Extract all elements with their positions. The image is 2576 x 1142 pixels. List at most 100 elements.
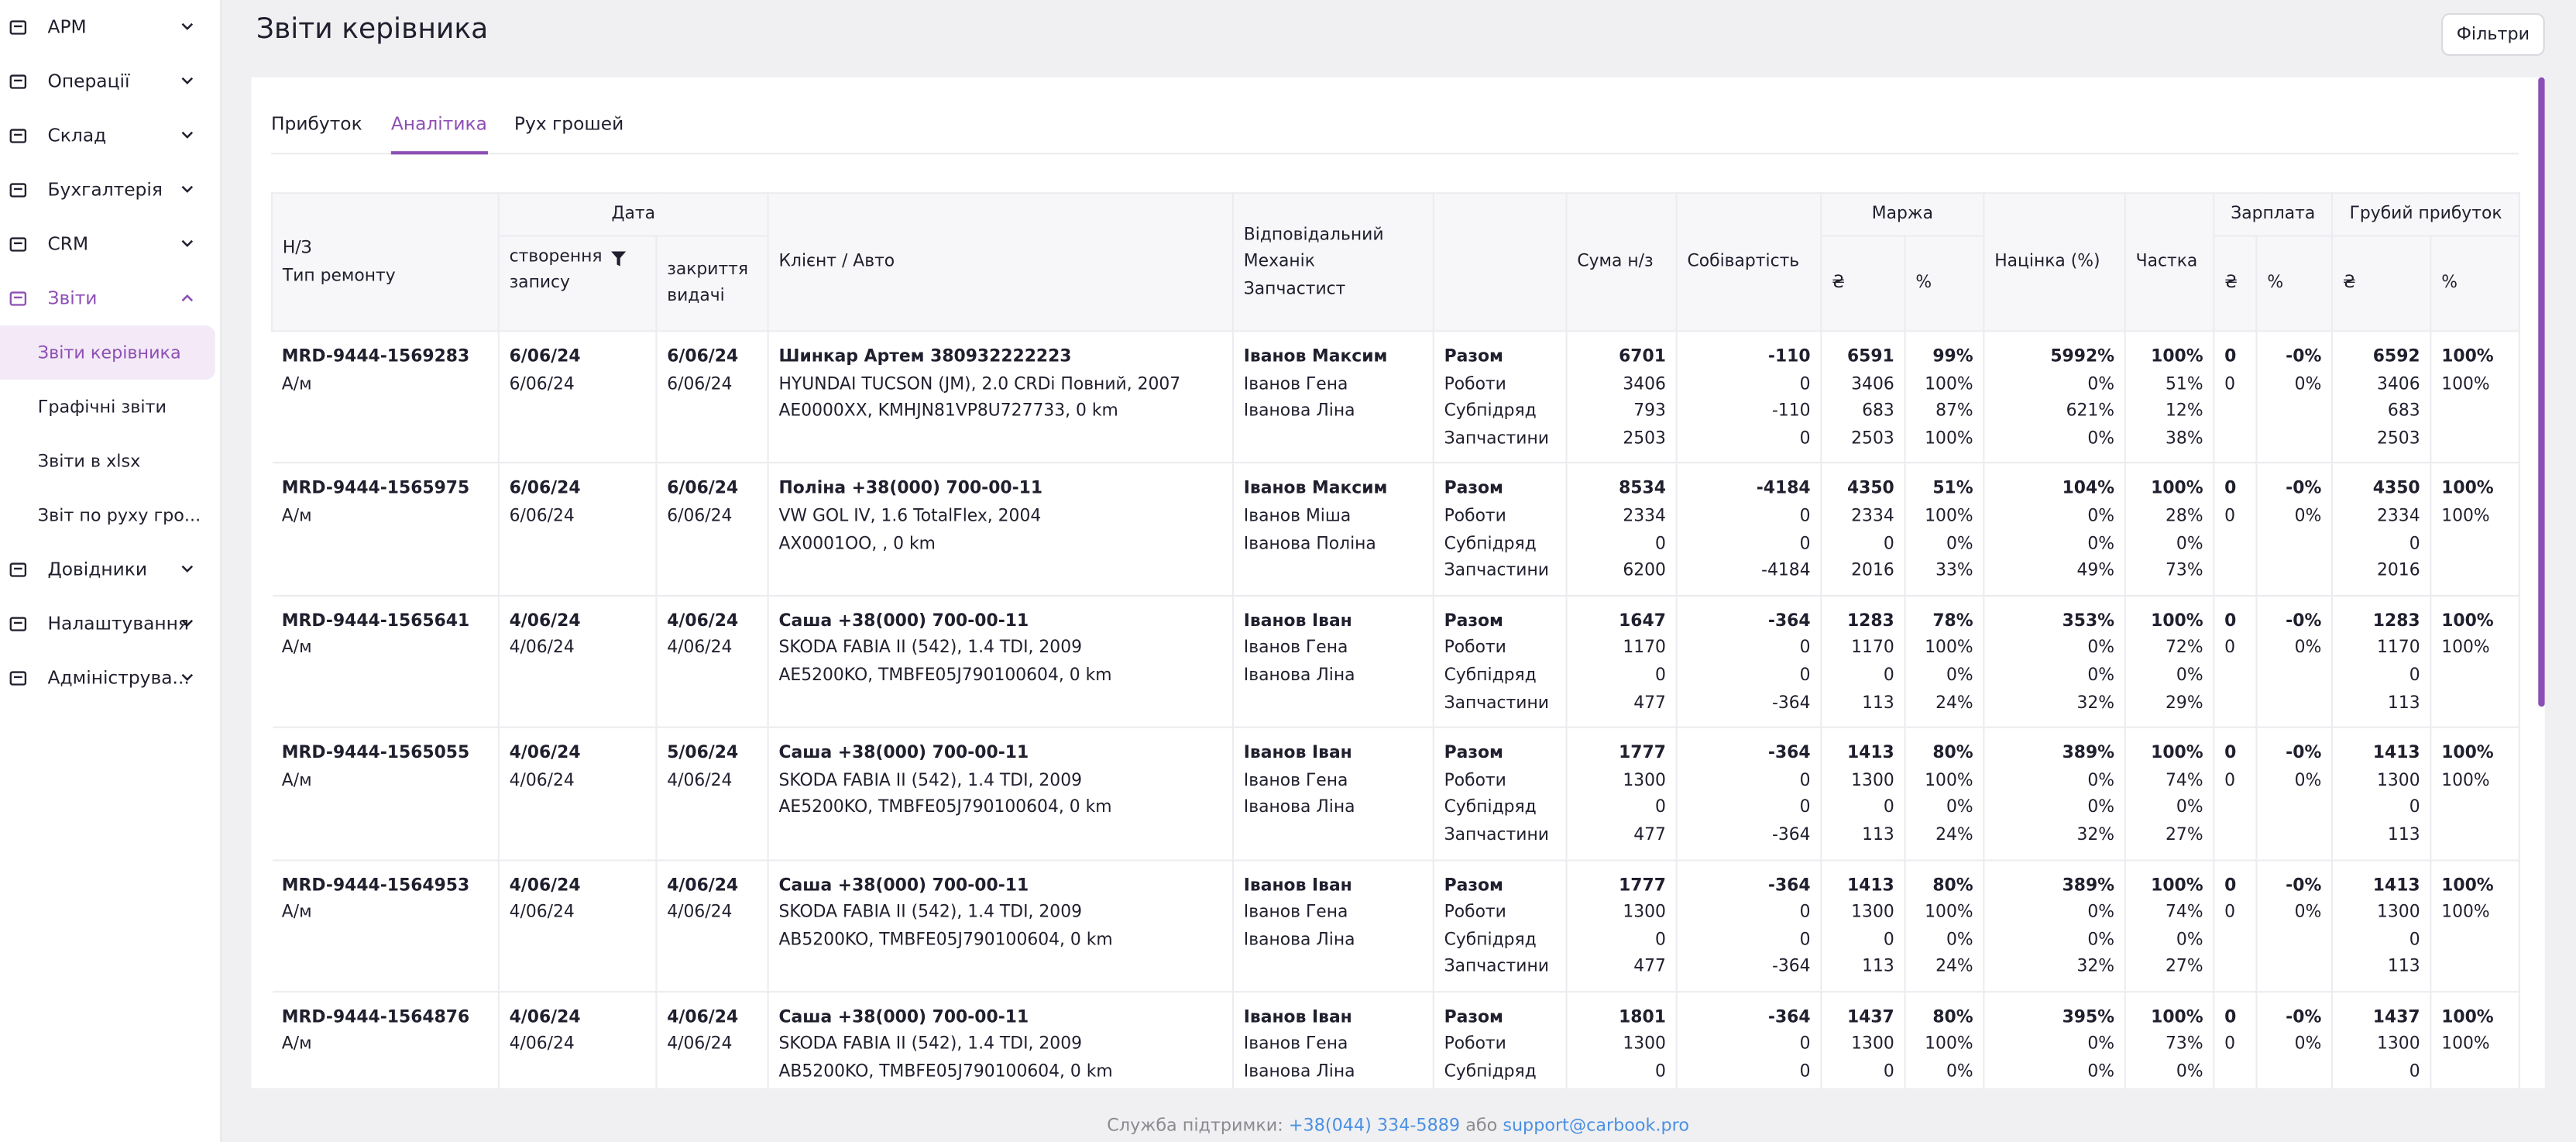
menu-item[interactable]: CRM bbox=[0, 217, 220, 271]
cell-line: 6/06/24 bbox=[509, 373, 575, 394]
cell-line: А/м bbox=[281, 770, 312, 790]
order-row[interactable]: MRD-9444-1564953 А/м 4/06/24 4/06/24 4/06/24… bbox=[272, 859, 2521, 992]
menu-item[interactable]: Бухгалтерія bbox=[0, 163, 220, 217]
support-email[interactable]: support@carbook.pro bbox=[1503, 1116, 1689, 1136]
cell-line: Разом bbox=[1444, 479, 1503, 499]
cell-line: 100% bbox=[1925, 902, 1973, 923]
cell-line: 100% bbox=[2441, 346, 2494, 367]
table-cell: 1777 1300 0 477 bbox=[1566, 727, 1678, 861]
table-cell: 80% 100% 0% 24% bbox=[1905, 727, 1985, 861]
cell-line: 100% bbox=[2441, 479, 2494, 499]
support-phone[interactable]: +38(044) 334-5889 bbox=[1288, 1116, 1461, 1136]
cell-line: 1283 bbox=[1846, 611, 1894, 631]
menu-item[interactable]: Звіти bbox=[0, 271, 220, 325]
order-row[interactable]: MRD-9444-1565055 А/м 4/06/24 4/06/24 5/06/24… bbox=[272, 727, 2521, 861]
cell-line bbox=[2267, 557, 2321, 584]
cell-line: 2016 bbox=[2377, 560, 2420, 581]
cell-line: 100% bbox=[2151, 479, 2203, 499]
header-text: Дата bbox=[611, 204, 656, 224]
cell-line: 100% bbox=[2441, 638, 2490, 659]
cell-line: 1170 bbox=[1623, 638, 1666, 659]
cell-line: AB5200KO, TMBFE05J790100604, 0 km bbox=[778, 1061, 1113, 1082]
cell-line bbox=[2441, 398, 2509, 425]
cell-line: -0% bbox=[2286, 1007, 2322, 1027]
cell-line: 0% bbox=[2176, 665, 2203, 686]
table-cell: 100% 28% 0% 73% bbox=[2124, 463, 2215, 597]
cell-line: 29% bbox=[2166, 693, 2203, 713]
cell-line: 100% bbox=[2441, 902, 2490, 923]
table-cell: 80% 100% 0% 28% bbox=[1905, 991, 1985, 1089]
cell-line: SKODA FABIA II (542), 1.4 TDI, 2009 bbox=[778, 1034, 1083, 1054]
table-cell: Саша +38(000) 700-00-11 SKODA FABIA II (5… bbox=[768, 991, 1235, 1089]
cell-line: Разом bbox=[1444, 611, 1503, 631]
table-cell: 80% 100% 0% 24% bbox=[1905, 859, 1985, 992]
menu-item[interactable]: Адмініструва... bbox=[0, 651, 220, 705]
tab[interactable]: Аналітика bbox=[390, 113, 487, 155]
cell-line bbox=[2224, 557, 2246, 584]
cell-line bbox=[2267, 530, 2321, 557]
sidebar: АРМ Операції Склад Бухгалтерія CRM Звіти Звіти… bbox=[0, 0, 222, 1142]
table-cell: -0% 0% bbox=[2256, 331, 2334, 464]
cell-line: 38% bbox=[1994, 1085, 2114, 1088]
filter-button[interactable]: Фільтри bbox=[2441, 12, 2545, 57]
order-row[interactable]: MRD-9444-1565975 А/м 6/06/24 6/06/24 6/06/24… bbox=[272, 463, 2521, 597]
cell-line: 0 bbox=[1883, 533, 1894, 553]
cell-line: Роботи bbox=[1444, 902, 1506, 923]
table-cell: 5992% 0% 621% 0% bbox=[1984, 331, 2126, 464]
cell-line: 28% bbox=[2166, 506, 2203, 526]
cell-line: 0% bbox=[2087, 638, 2115, 659]
cell-line: Запчастини bbox=[1444, 957, 1549, 977]
order-row[interactable]: MRD-9444-1564876 А/м 4/06/24 4/06/24 4/06/24… bbox=[272, 991, 2521, 1089]
submenu-item[interactable]: Графічні звіти bbox=[37, 397, 167, 417]
table-cell: -364 0 0 -364 bbox=[1676, 727, 1822, 861]
submenu-item[interactable]: Звіти керівника bbox=[0, 325, 215, 380]
cell-line: 100% bbox=[1925, 428, 1973, 449]
cell-line: Іванова Ліна bbox=[1243, 401, 1355, 421]
cell-line bbox=[2224, 530, 2246, 557]
header-cell: Зарплата bbox=[2213, 192, 2334, 236]
menu-item[interactable]: Операції bbox=[0, 54, 220, 108]
order-row[interactable]: MRD-9444-1565641 А/м 4/06/24 4/06/24 4/06/24… bbox=[272, 595, 2521, 728]
cell-line: 6/06/24 bbox=[667, 506, 733, 526]
submenu-item[interactable]: Звіти в xlsx bbox=[37, 451, 141, 471]
cell-line: Роботи bbox=[1444, 638, 1506, 659]
table-cell: MRD-9444-1565641 А/м bbox=[272, 595, 500, 728]
table-cell: 5/06/24 4/06/24 bbox=[656, 727, 769, 861]
menu-label: Адмініструва... bbox=[47, 667, 190, 689]
cell-line: 1300 bbox=[1851, 1034, 1894, 1054]
menu-item[interactable]: Налаштування bbox=[0, 597, 220, 651]
table-cell: MRD-9444-1565055 А/м bbox=[272, 727, 500, 861]
table-cell: 389% 0% 0% 32% bbox=[1984, 859, 2126, 992]
table-cell: 4350 2334 0 2016 bbox=[2332, 463, 2432, 597]
cell-line: 0 bbox=[1655, 797, 1666, 817]
menu-item[interactable]: Склад bbox=[0, 108, 220, 163]
header-text: Грубий прибуток bbox=[2349, 204, 2502, 224]
cell-line: Разом bbox=[1444, 743, 1503, 763]
menu-item[interactable]: АРМ bbox=[0, 0, 220, 54]
tab[interactable]: Рух грошей bbox=[513, 113, 624, 135]
scrollbar[interactable] bbox=[2538, 77, 2545, 707]
menu-item[interactable]: Довідники bbox=[0, 542, 220, 597]
table-cell: Саша +38(000) 700-00-11 SKODA FABIA II (5… bbox=[768, 727, 1235, 861]
order-row[interactable]: MRD-9444-1569283 А/м 6/06/24 6/06/24 6/06/24… bbox=[272, 331, 2521, 464]
cell-line: 5/06/24 bbox=[667, 743, 739, 763]
cell-line: AE0000XX, KMHJN81VP8U727733, 0 km bbox=[778, 401, 1118, 421]
cell-line: 5992% bbox=[2050, 346, 2115, 367]
cell-line: 1300 bbox=[1623, 1034, 1666, 1054]
cell-line bbox=[2441, 1058, 2509, 1085]
sort-filter-icon[interactable] bbox=[611, 250, 627, 266]
submenu-item[interactable]: Звіт по руху гро... bbox=[37, 505, 201, 525]
cell-line: Іванов Максим bbox=[1243, 346, 1388, 367]
cell-line: 0 bbox=[2224, 1034, 2236, 1054]
cell-line: 0% bbox=[2294, 1034, 2322, 1054]
table-cell: 1283 1170 0 113 bbox=[1821, 595, 1906, 728]
cell-line: Запчастини bbox=[1444, 693, 1549, 713]
cell-line: 0 bbox=[2224, 611, 2237, 631]
header-text: Маржа bbox=[1871, 204, 1933, 224]
cell-line: 78% bbox=[1932, 611, 1973, 631]
cell-line: 6/06/24 bbox=[509, 346, 581, 367]
table-cell: -110 0 -110 0 bbox=[1676, 331, 1822, 464]
tab[interactable]: Прибуток bbox=[270, 113, 362, 135]
